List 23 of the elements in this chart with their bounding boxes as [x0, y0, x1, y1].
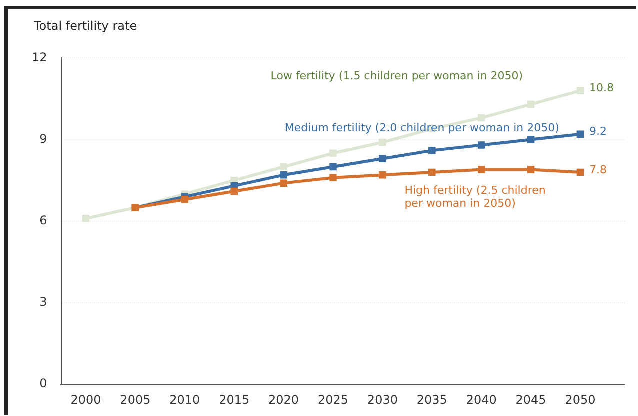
- x-tick-label: 2030: [367, 392, 398, 407]
- x-tick-label: 2035: [416, 392, 448, 407]
- series-label: Low fertility (1.5 children per woman in 2050): [270, 69, 524, 82]
- x-tick-label: 2005: [120, 392, 151, 407]
- x-tick-label: 2015: [219, 392, 250, 407]
- y-tick-label: 12: [32, 50, 48, 64]
- y-tick-label: 9: [40, 132, 48, 146]
- data-label: 10.8: [589, 82, 614, 95]
- y-axis-title: Total fertility rate: [34, 19, 138, 33]
- x-tick-label: 2050: [565, 392, 596, 407]
- x-tick-label: 2025: [318, 392, 349, 407]
- y-tick-label: 0: [40, 376, 48, 391]
- y-tick-label: 6: [40, 214, 48, 228]
- x-tick-label: 2020: [268, 392, 300, 407]
- series-label: High fertility (2.5 children per woman in 2050): [404, 184, 546, 210]
- x-tick-label: 2000: [70, 392, 102, 407]
- series-label: Medium fertility (2.0 children per woman in 2050): [284, 122, 560, 135]
- x-tick-label: 2010: [170, 392, 200, 407]
- x-tick-label: 2040: [466, 392, 497, 407]
- data-label: 7.8: [589, 163, 607, 176]
- y-tick-label: 3: [40, 295, 48, 310]
- x-tick-label: 2045: [516, 392, 546, 407]
- data-label: 9.2: [589, 125, 607, 138]
